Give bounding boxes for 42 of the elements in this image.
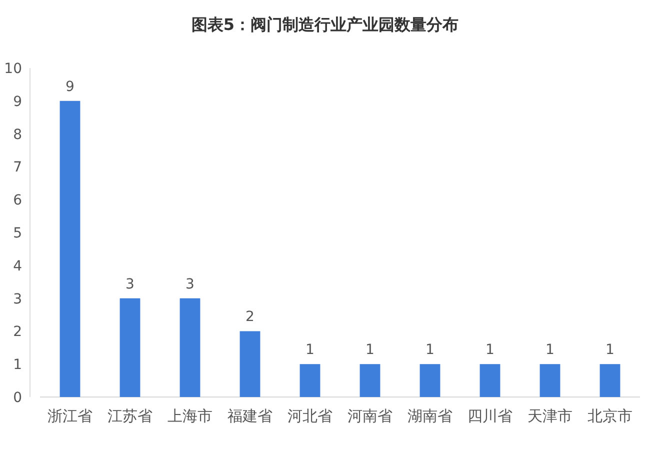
data-label: 1 <box>486 342 494 358</box>
bar <box>600 364 620 397</box>
chart-title: 图表5：阀门制造行业产业园数量分布 <box>191 15 459 34</box>
x-tick-label: 江苏省 <box>108 407 152 425</box>
y-tick-label: 3 <box>13 291 22 308</box>
data-label: 1 <box>606 342 614 358</box>
data-label: 9 <box>66 78 74 95</box>
x-tick-label: 北京市 <box>588 407 632 425</box>
data-label: 1 <box>366 342 374 358</box>
y-tick-label: 10 <box>4 61 22 77</box>
x-tick-label: 福建省 <box>228 407 272 425</box>
y-tick-label: 8 <box>13 126 22 143</box>
bar <box>120 298 140 397</box>
bar <box>540 364 560 397</box>
x-tick-label: 河南省 <box>348 407 392 425</box>
data-label: 1 <box>306 342 314 358</box>
y-tick-label: 4 <box>13 258 22 274</box>
bar <box>300 364 320 397</box>
y-tick-label: 2 <box>13 324 22 340</box>
data-label: 3 <box>126 276 134 292</box>
x-tick-label: 河北省 <box>288 407 332 425</box>
bar <box>240 331 260 397</box>
data-label: 3 <box>186 276 194 292</box>
data-label: 2 <box>246 309 254 326</box>
y-tick-label: 1 <box>13 357 22 374</box>
bar <box>180 298 200 397</box>
bar <box>60 100 80 397</box>
y-tick-label: 0 <box>13 390 22 406</box>
bar <box>360 364 380 397</box>
x-tick-label: 天津市 <box>528 407 572 425</box>
y-tick-label: 5 <box>13 226 22 242</box>
x-tick-label: 浙江省 <box>48 407 92 425</box>
y-tick-label: 7 <box>13 160 22 176</box>
bar <box>480 364 500 397</box>
y-tick-label: 9 <box>13 94 22 110</box>
bar <box>420 364 440 397</box>
data-label: 1 <box>546 342 554 358</box>
x-tick-label: 上海市 <box>168 407 212 425</box>
y-tick-label: 6 <box>13 192 22 209</box>
x-tick-label: 湖南省 <box>408 407 452 425</box>
data-label: 1 <box>426 342 434 358</box>
x-tick-label: 四川省 <box>468 407 512 425</box>
